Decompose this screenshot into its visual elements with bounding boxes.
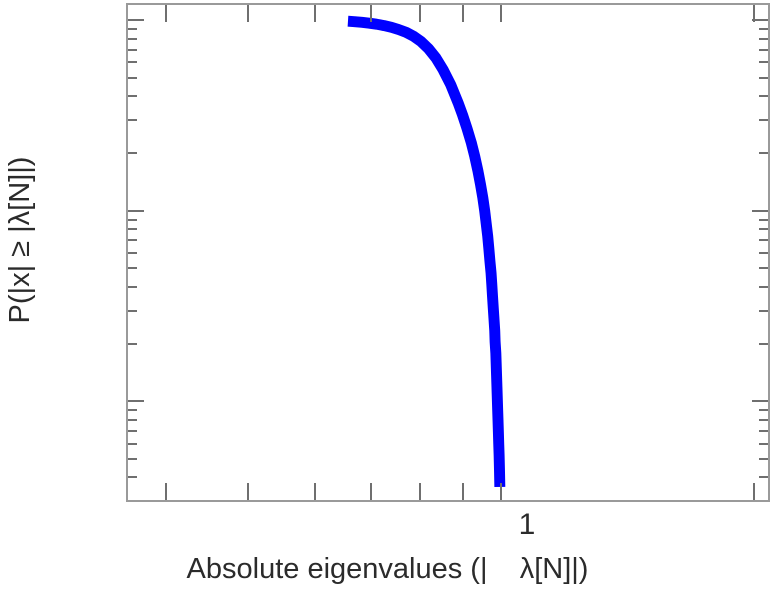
y-minor-tick-right xyxy=(759,61,768,64)
x-minor-tick xyxy=(418,483,421,500)
y-minor-tick-right xyxy=(759,476,768,479)
y-minor-tick xyxy=(128,239,137,242)
y-minor-tick-right xyxy=(759,118,768,121)
y-minor-tick xyxy=(128,457,137,460)
y-minor-tick-right xyxy=(759,37,768,40)
data-series-layer xyxy=(347,15,506,488)
y-minor-tick xyxy=(128,309,137,312)
y-axis-title: P(|x| ≥ |λ[N]|) xyxy=(4,156,36,324)
x-major-tick-1 xyxy=(500,483,503,500)
y-major-tick-right-1e0 xyxy=(752,19,768,22)
y-minor-tick xyxy=(128,152,137,155)
y-minor-tick-right xyxy=(759,94,768,97)
x-minor-tick-top xyxy=(461,5,464,22)
y-minor-tick-right xyxy=(759,309,768,312)
y-major-tick-1e0 xyxy=(128,19,144,22)
y-minor-tick-right xyxy=(759,267,768,270)
y-major-tick-1e-2 xyxy=(128,400,144,403)
y-minor-tick-right xyxy=(759,252,768,255)
x-major-tick-top-1 xyxy=(500,5,503,22)
y-minor-tick xyxy=(128,476,137,479)
y-minor-tick-right xyxy=(759,218,768,221)
y-minor-tick xyxy=(128,228,137,231)
y-minor-tick-right xyxy=(759,442,768,445)
y-minor-tick xyxy=(128,285,137,288)
plot-area xyxy=(126,3,770,502)
y-major-tick-1e-1 xyxy=(128,209,144,212)
x-minor-tick-top xyxy=(313,5,316,22)
y-minor-tick xyxy=(128,118,137,121)
y-minor-tick xyxy=(128,37,137,40)
x-minor-tick xyxy=(165,483,168,500)
y-major-tick-right-1e-2 xyxy=(752,400,768,403)
y-minor-tick xyxy=(128,442,137,445)
x-minor-tick xyxy=(753,483,756,500)
y-minor-tick xyxy=(128,27,137,30)
y-minor-tick-right xyxy=(759,27,768,30)
y-axis-title-container: P(|x| ≥ |λ[N]|) xyxy=(4,0,44,490)
y-minor-tick-right xyxy=(759,228,768,231)
y-minor-tick xyxy=(128,418,137,421)
y-minor-tick-right xyxy=(759,343,768,346)
y-minor-tick xyxy=(128,409,137,412)
y-minor-tick-right xyxy=(759,409,768,412)
y-minor-tick-right xyxy=(759,76,768,79)
y-minor-tick-right xyxy=(759,239,768,242)
x-minor-tick-top xyxy=(369,5,372,22)
y-minor-tick xyxy=(128,267,137,270)
y-minor-tick xyxy=(128,94,137,97)
y-minor-tick xyxy=(128,61,137,64)
y-minor-tick xyxy=(128,48,137,51)
x-axis-title: Absolute eigenvalues (| λ[N]|) xyxy=(186,553,589,585)
x-minor-tick-top xyxy=(753,5,756,22)
y-minor-tick-right xyxy=(759,48,768,51)
y-minor-tick-right xyxy=(759,457,768,460)
x-minor-tick-top xyxy=(246,5,249,22)
x-minor-tick xyxy=(313,483,316,500)
x-minor-tick-top xyxy=(418,5,421,22)
y-minor-tick-right xyxy=(759,285,768,288)
y-minor-tick xyxy=(128,343,137,346)
x-tick-label-1: 1 xyxy=(518,508,536,541)
y-major-tick-right-1e-1 xyxy=(752,209,768,212)
y-minor-tick xyxy=(128,76,137,79)
x-minor-tick xyxy=(246,483,249,500)
y-minor-tick xyxy=(128,500,137,502)
y-minor-tick xyxy=(128,252,137,255)
y-minor-tick-right xyxy=(759,152,768,155)
y-minor-tick xyxy=(128,218,137,221)
data-series-ccdf-line xyxy=(347,15,506,488)
x-minor-tick xyxy=(369,483,372,500)
y-minor-tick-right xyxy=(759,418,768,421)
x-minor-tick-top xyxy=(165,5,168,22)
y-minor-tick xyxy=(128,430,137,433)
y-minor-tick-right xyxy=(759,500,768,502)
y-minor-tick-right xyxy=(759,430,768,433)
x-minor-tick xyxy=(461,483,464,500)
